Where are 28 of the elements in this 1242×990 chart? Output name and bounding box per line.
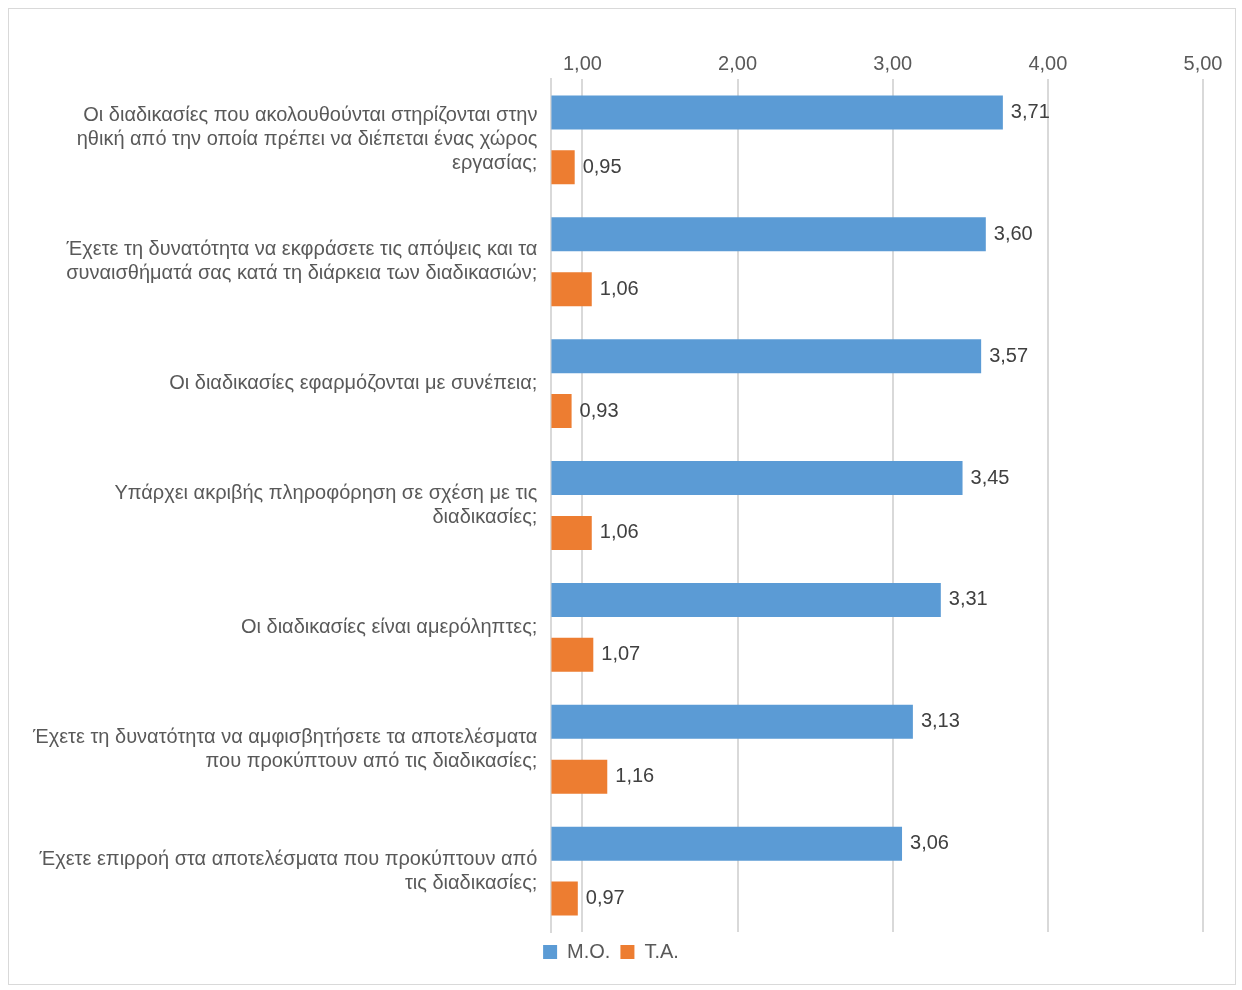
data-label: 3,60	[993, 221, 1033, 244]
data-label: 1,06	[599, 276, 639, 299]
data-label: 1,06	[599, 520, 639, 543]
y-tick-label: Υπάρχει ακριβής πληροφόρηση σε σχέση με τις διαδικασίες;	[114, 481, 538, 528]
data-label: 0,95	[582, 154, 622, 177]
data-label: 3,31	[948, 587, 988, 610]
x-tick-label: 4,00	[1028, 51, 1068, 74]
data-label: 1,07	[601, 642, 641, 665]
y-tick-label: Έχετε επιρροή στα αποτελέσματα που προκύπτουν από τις διαδικασίες;	[38, 846, 538, 893]
legend-label: Μ.Ο.	[567, 939, 611, 962]
data-label: 0,97	[585, 886, 625, 908]
data-label: 1,16	[615, 764, 655, 787]
y-tick-label: Οι διαδικασίες είναι αμερόληπτες;	[240, 614, 538, 637]
data-label: 3,45	[970, 465, 1010, 488]
x-tick-label: 3,00	[873, 51, 913, 74]
y-tick-label: Οι διαδικασίες που ακολουθούνται στηρίζονται στην ηθική από την οποία πρέπει να διέπεται ένας χώρος εργασίας;	[76, 103, 538, 174]
data-label: 3,13	[920, 709, 960, 732]
x-tick-label: 1,00	[562, 51, 602, 74]
y-tick-label: Έχετε τη δυνατότητα να αμφισβητήσετε τα αποτελέσματα που προκύπτουν από τις διαδικασίες;	[31, 724, 538, 771]
data-label: 3,71	[1010, 100, 1050, 123]
data-label: 3,57	[989, 343, 1029, 366]
data-label: 3,06	[910, 831, 949, 854]
x-tick-label: 5,00	[1183, 51, 1223, 74]
y-tick-label: Έχετε τη δυνατότητα να εκφράσετε τις απόψεις και τα συναισθήματά σας κατά τη διάρκεια των διαδικασιών;	[65, 237, 538, 284]
x-tick-label: 2,00	[718, 51, 758, 74]
y-tick-label: Οι διαδικασίες εφαρμόζονται με συνέπεια;	[169, 371, 538, 394]
data-label: 0,93	[579, 398, 619, 421]
legend-label: Τ.Α.	[644, 939, 679, 962]
